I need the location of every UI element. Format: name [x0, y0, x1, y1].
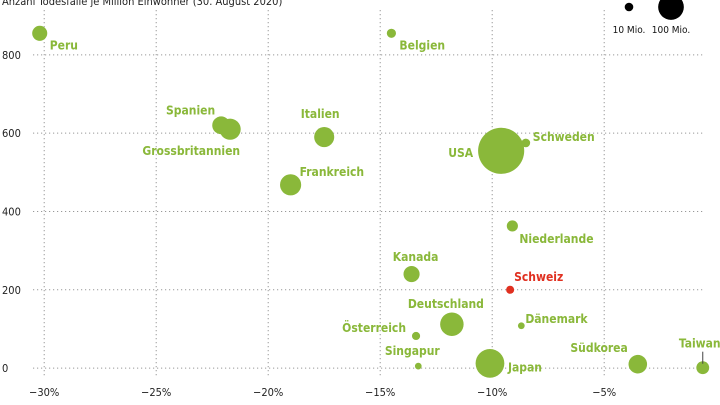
- label-singapur: Singapur: [385, 344, 441, 358]
- tick-layer: 0 200 400 600 800 −30% −25% −20% −15% −10% −5%: [2, 49, 616, 399]
- y-tick-label: 200: [2, 284, 21, 297]
- y-tick-label: 0: [2, 362, 8, 375]
- y-tick-label: 800: [2, 49, 21, 62]
- y-tick-label: 600: [2, 127, 21, 140]
- bubble-suedkorea: [628, 354, 648, 374]
- x-tick-label: −20%: [253, 386, 283, 399]
- y-axis-label: Anzahl Todesfälle je Million Einwohner (…: [2, 0, 282, 8]
- legend-label-10-mio: 10 Mio.: [613, 25, 646, 36]
- label-grossbritannien: Grossbritannien: [142, 144, 240, 158]
- bubble-daenemark: [517, 322, 525, 330]
- label-schweiz: Schweiz: [514, 270, 563, 284]
- label-niederlande: Niederlande: [519, 232, 593, 246]
- bubble-singapur: [414, 362, 422, 370]
- label-oesterreich: Österreich: [342, 320, 406, 335]
- y-tick-label: 400: [2, 205, 21, 218]
- x-tick-label: −10%: [477, 386, 507, 399]
- label-suedkorea: Südkorea: [570, 341, 627, 355]
- bubble-layer: [32, 25, 710, 378]
- bubble-schweiz: [506, 285, 515, 294]
- legend-bubble-100-mio: [658, 0, 684, 20]
- label-peru: Peru: [50, 38, 78, 52]
- bubble-italien: [314, 127, 335, 148]
- bubble-oesterreich: [411, 331, 421, 341]
- bubble-niederlande: [506, 220, 518, 232]
- label-deutschland: Deutschland: [408, 297, 484, 311]
- x-tick-label: −15%: [365, 386, 395, 399]
- bubble-schweden: [521, 138, 531, 148]
- label-frankreich: Frankreich: [300, 165, 365, 179]
- bubble-frankreich: [280, 174, 302, 196]
- bubble-peru: [32, 25, 48, 41]
- label-schweden: Schweden: [533, 130, 595, 144]
- bubble-taiwan: [696, 361, 710, 375]
- x-tick-label: −30%: [29, 386, 59, 399]
- label-taiwan: Taiwan: [679, 337, 720, 351]
- bubble-japan: [475, 349, 505, 378]
- bubble-grossbritannien: [219, 118, 241, 140]
- label-kanada: Kanada: [393, 250, 439, 264]
- bubble-belgien: [386, 28, 396, 38]
- x-tick-label: −25%: [141, 386, 171, 399]
- grid-layer: [33, 10, 705, 378]
- label-belgien: Belgien: [399, 38, 445, 52]
- x-tick-label: −5%: [592, 386, 616, 399]
- bubble-kanada: [403, 266, 420, 283]
- bubble-usa: [478, 127, 525, 174]
- label-japan: Japan: [507, 360, 542, 374]
- label-spanien: Spanien: [166, 103, 215, 117]
- legend-bubble-10-mio: [624, 2, 634, 12]
- label-daenemark: Dänemark: [525, 312, 588, 326]
- label-layer: Peru Belgien Spanien Grossbritannien Italien…: [50, 38, 720, 374]
- label-usa: USA: [448, 146, 474, 160]
- bubble-deutschland: [440, 312, 464, 336]
- label-italien: Italien: [301, 107, 340, 121]
- legend-label-100-mio: 100 Mio.: [652, 25, 690, 36]
- size-legend: 10 Mio. 100 Mio.: [613, 0, 690, 36]
